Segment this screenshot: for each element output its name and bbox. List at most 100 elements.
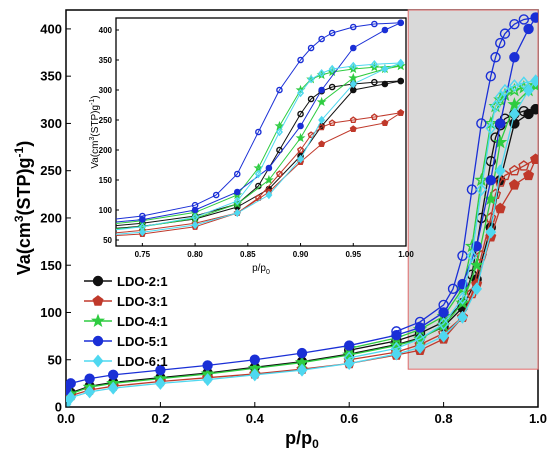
data-point	[493, 134, 508, 149]
x-tick-label: 0.6	[340, 411, 358, 426]
data-point	[328, 83, 336, 91]
legend-label: LDO-6:1	[117, 354, 168, 369]
y-tick-label: 400	[99, 26, 113, 35]
data-point	[307, 44, 315, 52]
data-point	[370, 113, 378, 121]
data-point	[466, 249, 478, 263]
data-point	[233, 208, 241, 218]
data-point	[249, 354, 261, 365]
data-point	[191, 212, 199, 222]
legend-label: LDO-5:1	[117, 334, 168, 349]
series-line-desorption	[116, 62, 401, 231]
data-point	[296, 347, 308, 359]
data-point	[212, 191, 220, 199]
data-point	[297, 88, 305, 98]
legend-label: LDO-3:1	[117, 294, 168, 309]
y-tick-label: 150	[40, 258, 62, 273]
data-point	[191, 201, 199, 209]
data-point	[66, 391, 77, 405]
data-point	[528, 78, 538, 92]
data-point	[318, 115, 326, 125]
data-point	[370, 59, 378, 69]
data-point	[438, 299, 449, 311]
x-tick-label: 0.4	[246, 411, 265, 426]
y-tick-label: 100	[40, 305, 62, 320]
data-point	[255, 128, 262, 136]
data-point	[369, 62, 380, 72]
data-point	[349, 61, 357, 71]
data-point	[349, 79, 357, 89]
data-point	[233, 170, 241, 178]
data-point	[265, 164, 273, 172]
data-point	[297, 146, 305, 154]
data-point	[490, 52, 501, 63]
data-point	[438, 329, 450, 343]
series-line-desorption	[116, 112, 401, 234]
data-point	[494, 176, 506, 187]
data-point	[318, 123, 326, 131]
data-point	[438, 317, 450, 331]
data-point	[507, 97, 522, 111]
legend-entry: LDO-4:1	[84, 313, 168, 329]
data-point	[508, 164, 520, 176]
data-point	[397, 109, 405, 116]
inset-x-axis-title: p/p0	[252, 263, 270, 276]
data-point	[381, 64, 389, 74]
y-tick-label: 350	[40, 69, 62, 84]
series-line-desorption	[349, 80, 536, 359]
data-point	[494, 202, 506, 214]
data-point	[274, 120, 285, 131]
main-axes: 0.0 0.2 0.4 0.6 0.8 1.00501001502002503003504…	[40, 21, 547, 426]
data-point	[490, 99, 501, 113]
data-point	[349, 23, 357, 31]
data-point	[249, 368, 261, 382]
data-point	[233, 188, 241, 196]
series-line-desorption	[116, 22, 401, 220]
data-point	[457, 310, 468, 324]
data-point	[485, 174, 496, 186]
x-tick-label: 0.80	[187, 250, 203, 259]
data-point	[295, 132, 306, 143]
data-point	[90, 313, 106, 328]
data-point	[518, 105, 530, 117]
main-series-layer	[66, 12, 538, 407]
data-point	[414, 316, 426, 328]
x-tick-label: 1.00	[398, 250, 414, 259]
data-point	[485, 121, 497, 135]
inset-y-axis-title: Va(cm3(STP)g-1)	[89, 95, 101, 168]
data-point	[475, 183, 487, 197]
data-point	[307, 95, 315, 103]
data-point	[295, 84, 306, 95]
data-point	[155, 364, 166, 376]
data-point	[391, 326, 402, 337]
data-point	[66, 378, 76, 389]
data-point	[507, 82, 522, 97]
data-point	[138, 227, 146, 237]
data-point	[139, 212, 146, 220]
x-axis-title: p/p0	[285, 428, 319, 451]
data-point	[343, 351, 355, 365]
data-point	[318, 68, 326, 78]
data-point	[349, 44, 357, 52]
data-point	[508, 107, 520, 121]
data-point	[84, 385, 96, 399]
data-point	[530, 12, 538, 23]
data-point	[474, 172, 489, 187]
data-point	[202, 360, 213, 371]
data-point	[316, 96, 327, 107]
series-line-desorption	[396, 16, 536, 332]
y-tick-label: 400	[40, 21, 62, 36]
data-point	[509, 52, 520, 63]
data-point	[349, 125, 357, 133]
data-point	[530, 74, 538, 88]
y-axis-title: Va(cm3(STP)g-1)	[12, 141, 34, 275]
legend-entry: LDO-5:1	[84, 334, 168, 349]
y-tick-label: 0	[55, 400, 62, 415]
legend: LDO-2:1 LDO-3:1 LDO-4:1 LDO-5:1 LDO-6:1	[84, 274, 168, 369]
data-point	[381, 26, 389, 34]
data-point	[523, 169, 535, 181]
inset-plot: 0.75 0.80 0.85 0.90 0.95 1.00 50 100 150 200 250 30…	[89, 17, 414, 276]
data-point	[297, 122, 304, 130]
data-point	[397, 77, 405, 85]
